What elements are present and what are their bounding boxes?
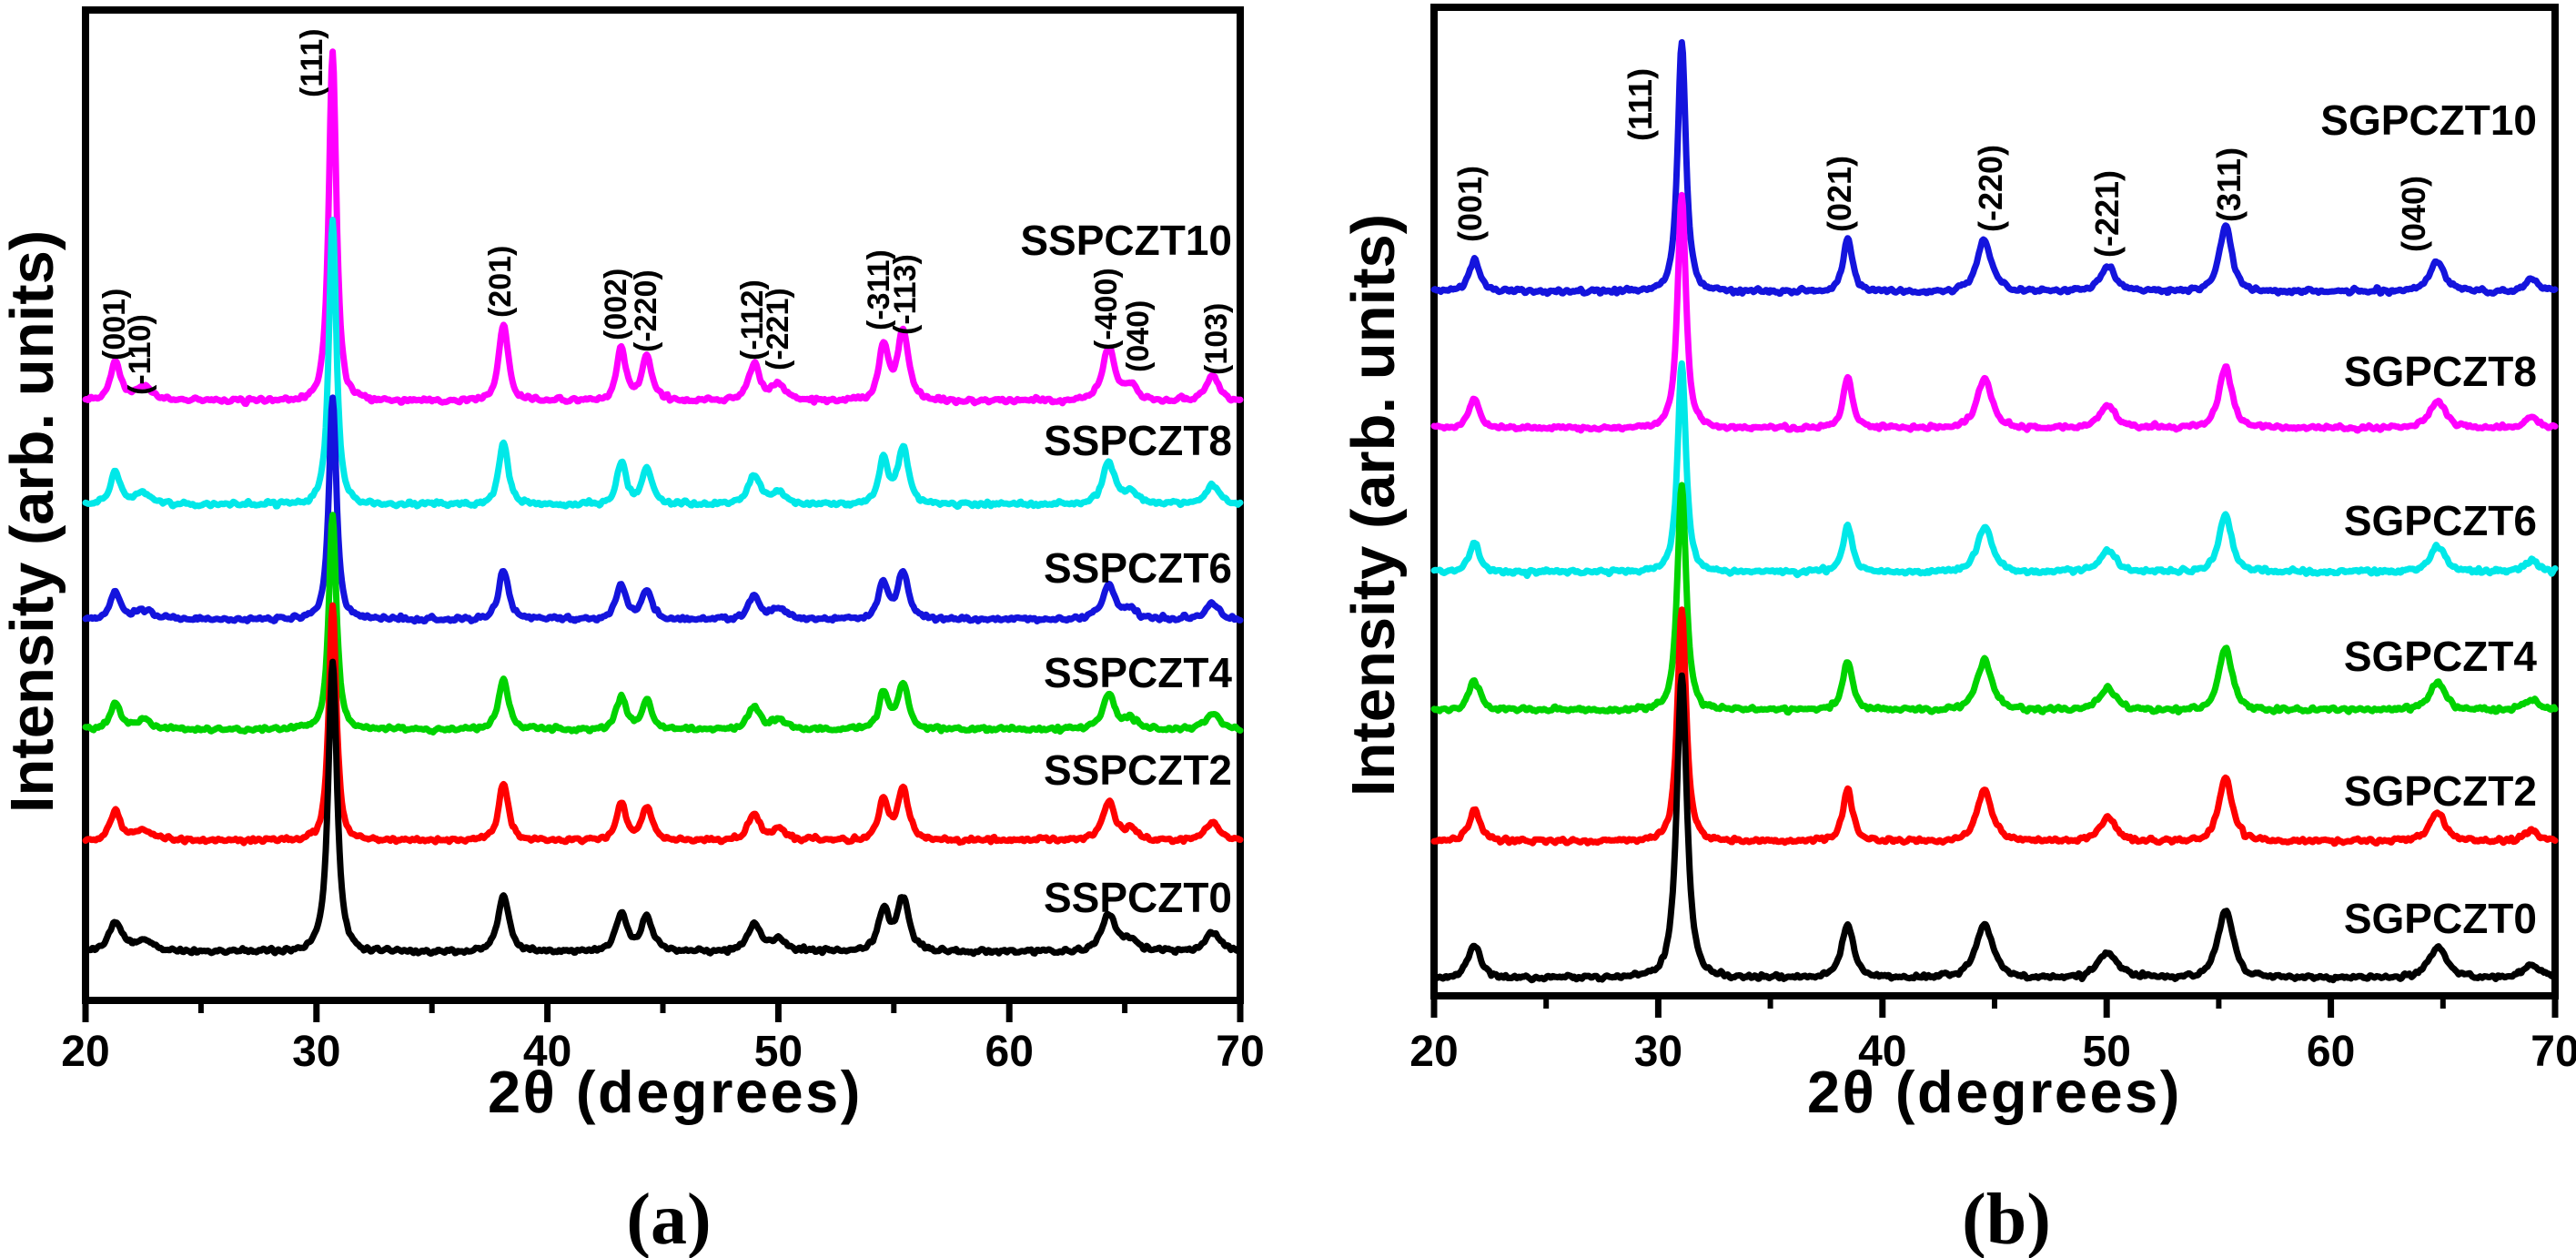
svg-text:(-112): (-112): [735, 279, 770, 360]
svg-text:SSPCZT4: SSPCZT4: [1044, 649, 1232, 696]
svg-text:SGPCZT6: SGPCZT6: [2344, 497, 2537, 544]
svg-text:60: 60: [2307, 1028, 2355, 1076]
svg-text:(002): (002): [599, 269, 633, 340]
svg-text:(a): (a): [626, 1180, 711, 1258]
svg-text:(021): (021): [1821, 156, 1858, 232]
svg-text:(001): (001): [1451, 166, 1489, 242]
svg-text:20: 20: [1409, 1028, 1458, 1076]
svg-text:(-220): (-220): [1972, 145, 2009, 232]
svg-text:(-113): (-113): [888, 254, 923, 335]
svg-text:70: 70: [1216, 1028, 1264, 1076]
svg-text:SGPCZT10: SGPCZT10: [2320, 96, 2537, 144]
svg-text:SSPCZT0: SSPCZT0: [1044, 874, 1232, 921]
svg-text:(111): (111): [295, 28, 329, 97]
svg-text:SSPCZT2: SSPCZT2: [1044, 746, 1232, 794]
svg-text:50: 50: [2083, 1028, 2131, 1076]
svg-text:(103): (103): [1199, 303, 1234, 375]
svg-text:(-110): (-110): [123, 314, 157, 395]
svg-text:50: 50: [754, 1028, 803, 1076]
svg-text:Intensity (arb. units): Intensity (arb. units): [0, 230, 66, 813]
svg-text:(001): (001): [97, 289, 132, 360]
svg-text:60: 60: [985, 1028, 1034, 1076]
svg-text:(b): (b): [1962, 1180, 2051, 1258]
svg-text:2θ (degrees): 2θ (degrees): [1807, 1059, 2182, 1125]
svg-text:(-311): (-311): [862, 249, 896, 330]
svg-text:70: 70: [2531, 1028, 2576, 1076]
svg-text:(111): (111): [1621, 68, 1659, 141]
svg-text:SGPCZT0: SGPCZT0: [2344, 895, 2537, 942]
svg-text:(-221): (-221): [761, 288, 795, 370]
svg-text:SSPCZT6: SSPCZT6: [1044, 544, 1232, 592]
svg-text:(-400): (-400): [1089, 268, 1124, 350]
svg-text:(311): (311): [2210, 147, 2248, 222]
svg-text:20: 20: [61, 1028, 109, 1076]
svg-text:SSPCZT8: SSPCZT8: [1044, 417, 1232, 464]
svg-text:30: 30: [292, 1028, 340, 1076]
svg-text:2θ (degrees): 2θ (degrees): [488, 1059, 863, 1125]
svg-text:(040): (040): [2395, 176, 2432, 252]
svg-text:(-221): (-221): [2088, 170, 2126, 258]
svg-text:(201): (201): [483, 246, 518, 318]
svg-text:40: 40: [1858, 1028, 1906, 1076]
svg-text:SGPCZT4: SGPCZT4: [2344, 633, 2538, 680]
svg-text:(-220): (-220): [629, 269, 663, 352]
svg-text:SGPCZT8: SGPCZT8: [2344, 348, 2537, 395]
svg-text:Intensity (arb. units): Intensity (arb. units): [1339, 214, 1408, 796]
svg-text:40: 40: [523, 1028, 571, 1076]
svg-text:SGPCZT2: SGPCZT2: [2344, 767, 2537, 815]
svg-text:(040): (040): [1121, 300, 1156, 372]
svg-text:SSPCZT10: SSPCZT10: [1020, 217, 1232, 264]
svg-text:30: 30: [1634, 1028, 1682, 1076]
